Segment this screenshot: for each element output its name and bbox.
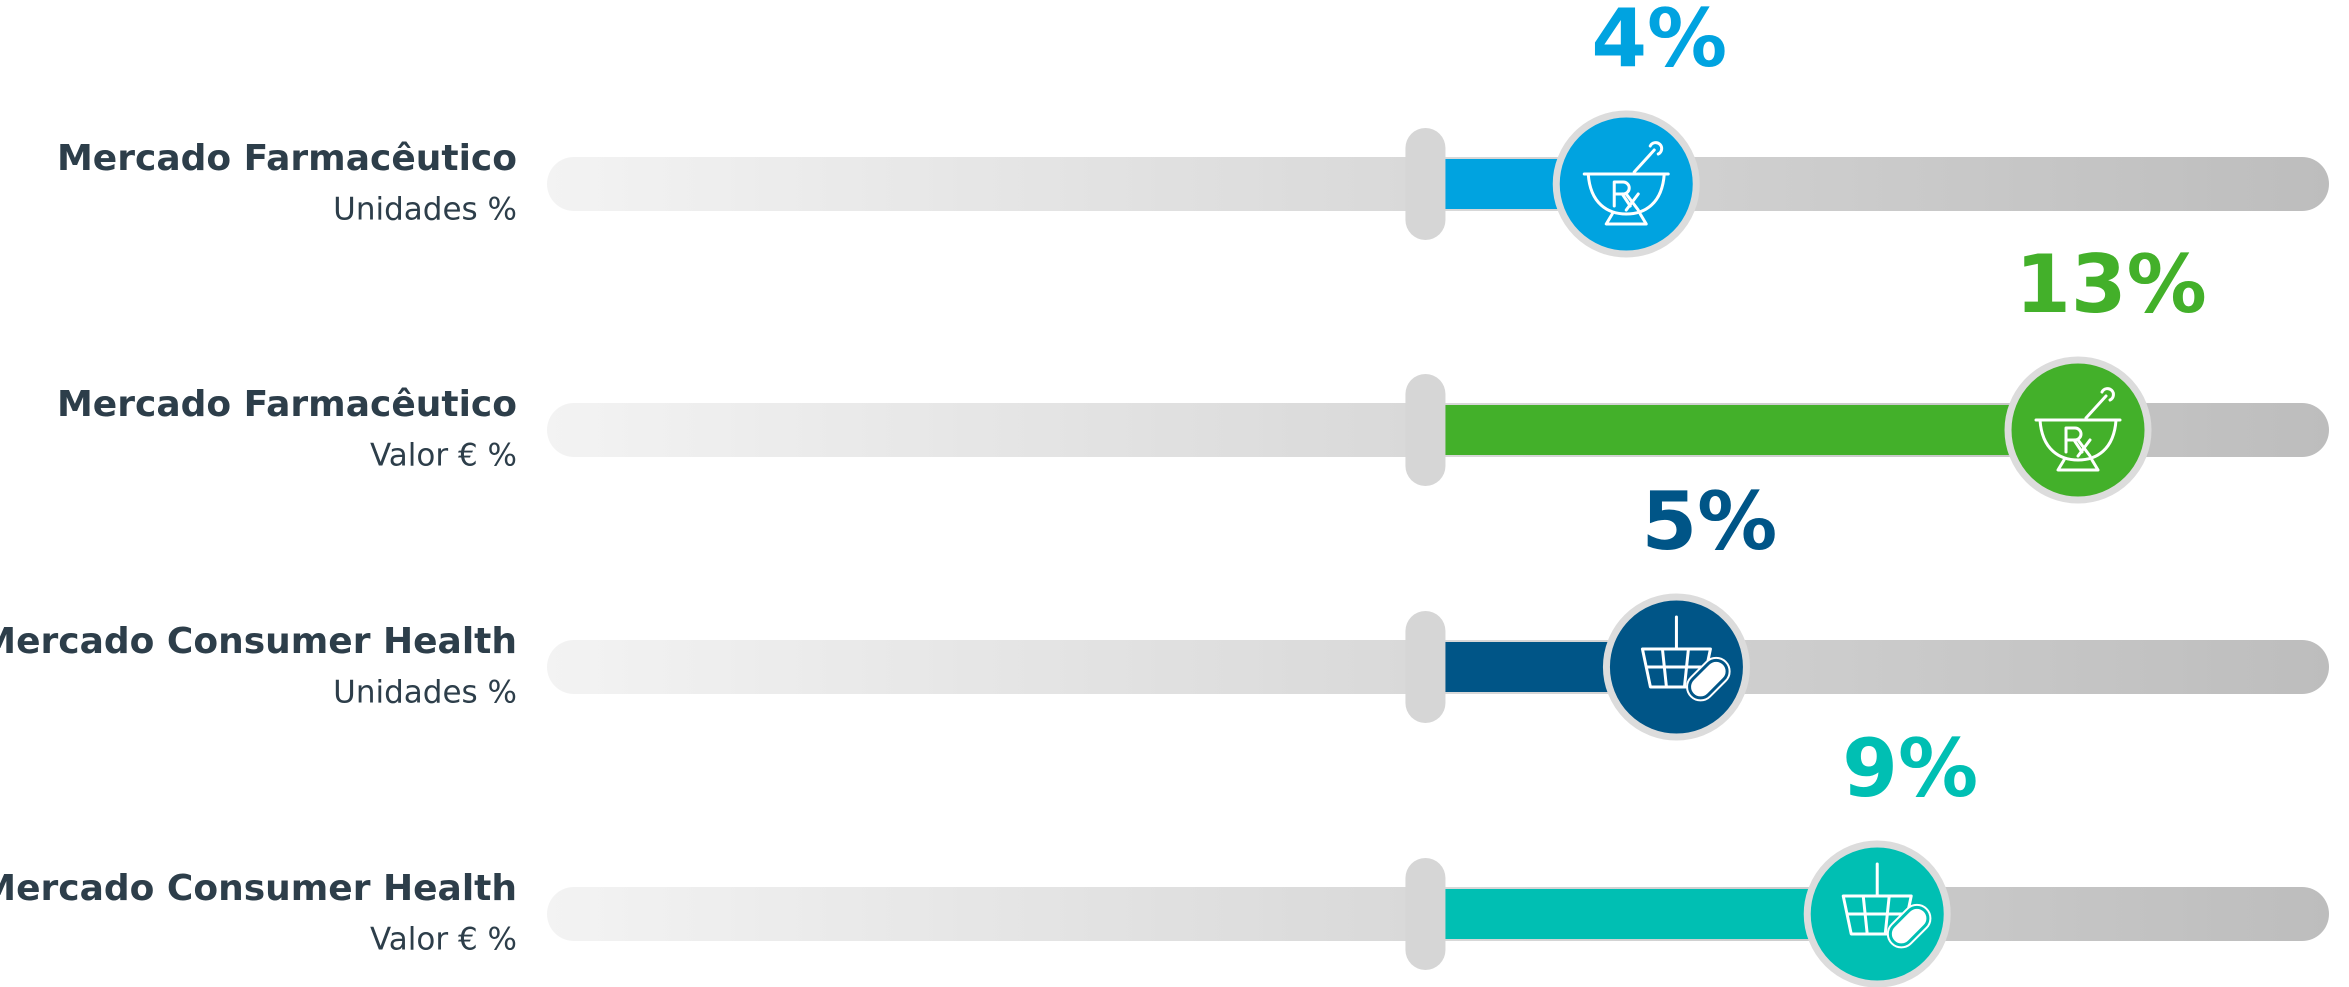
zero-handle: [1405, 611, 1446, 723]
pestle: [1632, 141, 1664, 174]
pill-inner: [1688, 658, 1729, 700]
category-title: Mercado Farmacêutico: [57, 384, 517, 425]
value-label: 9%: [1842, 722, 1978, 815]
zero-handle: [1405, 128, 1446, 240]
category-title: Mercado Farmacêutico: [57, 138, 517, 179]
category-subtitle: Valor € %: [370, 438, 517, 474]
icon: [2034, 387, 2122, 472]
zero-handle: [1405, 374, 1446, 486]
bar: [1425, 405, 2079, 455]
icon: [1582, 141, 1670, 226]
category-subtitle: Unidades %: [333, 192, 517, 228]
mortar: [2034, 418, 2122, 472]
rx-glyph: [1612, 180, 1640, 212]
bar: [1425, 889, 1878, 939]
category-title: Mercado Consumer Health: [0, 868, 517, 909]
mortar: [1582, 172, 1670, 226]
category-title: Mercado Consumer Health: [0, 621, 517, 662]
pestle: [2084, 387, 2115, 420]
rx-glyph: [2064, 426, 2092, 458]
icon: [1640, 615, 1731, 702]
pill: [1886, 903, 1932, 949]
pill-inner: [1888, 905, 1930, 947]
icon: [1841, 862, 1932, 949]
pill: [1686, 656, 1731, 702]
value-label: 4%: [1591, 0, 1727, 85]
value-label: 5%: [1642, 475, 1778, 568]
value-label: 13%: [2015, 238, 2206, 331]
zero-handle: [1405, 858, 1446, 970]
category-subtitle: Unidades %: [333, 675, 517, 711]
category-subtitle: Valor € %: [370, 922, 517, 958]
